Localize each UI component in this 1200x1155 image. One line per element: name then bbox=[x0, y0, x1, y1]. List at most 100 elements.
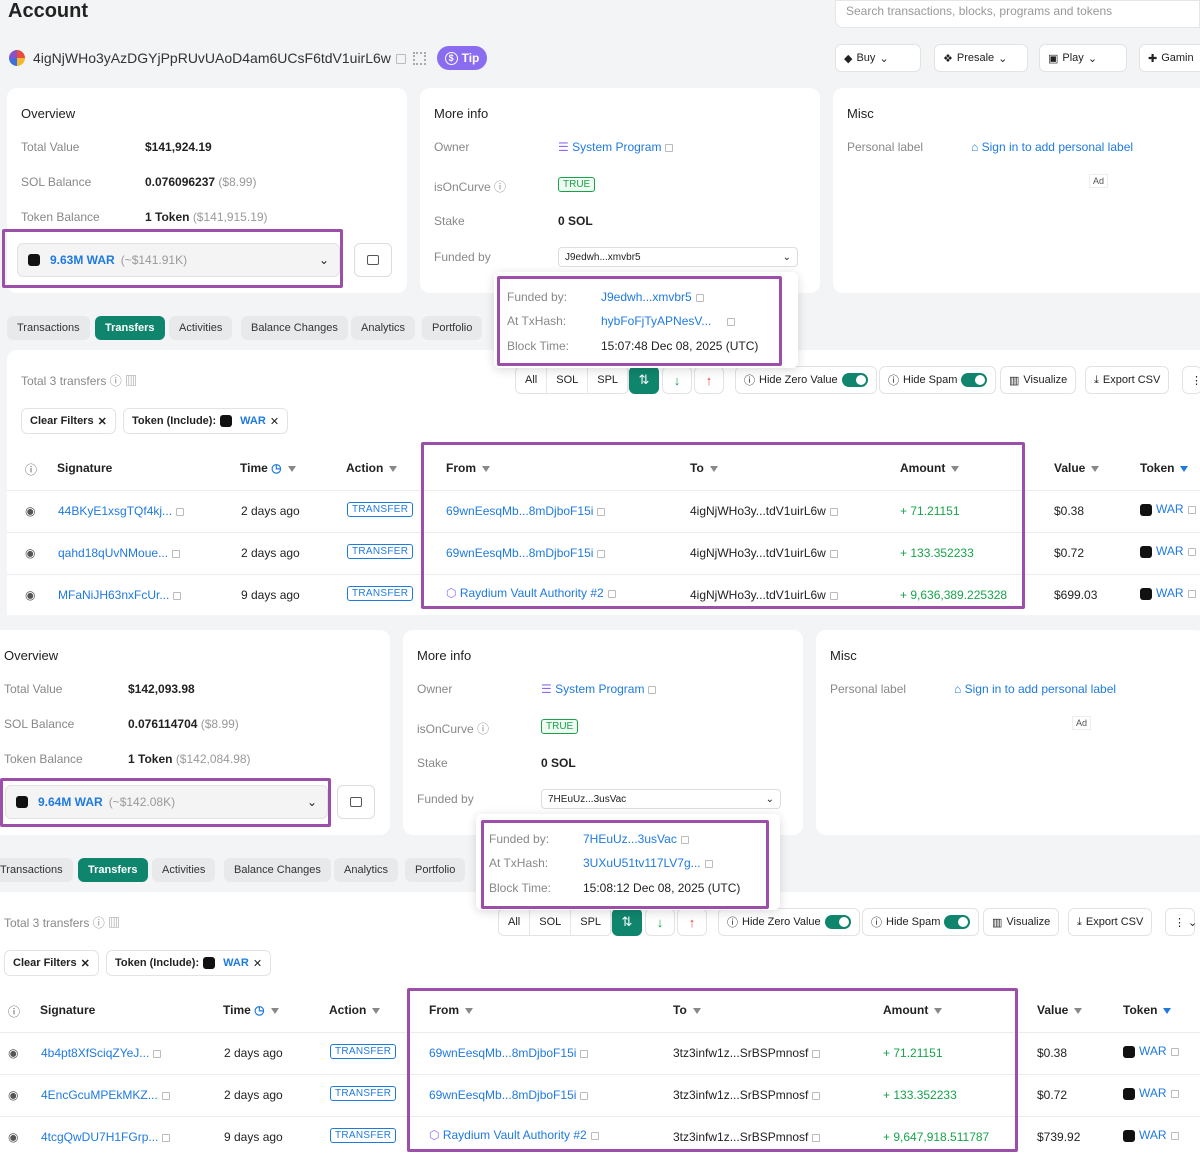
copy-icon[interactable] bbox=[680, 835, 689, 844]
close-icon[interactable]: ✕ bbox=[269, 415, 280, 428]
columns-menu-icon[interactable]: ⋮ ⌄ bbox=[1165, 908, 1197, 936]
gaming-button[interactable]: ✚ Gamin bbox=[1139, 44, 1200, 72]
col-value[interactable]: Value bbox=[1054, 461, 1100, 475]
to-cell[interactable]: 4igNjWHo3y...tdV1uirL6w bbox=[690, 504, 838, 518]
filter-icon[interactable] bbox=[389, 465, 398, 472]
clock-icon[interactable]: ◷ bbox=[271, 461, 282, 475]
filter-icon[interactable] bbox=[934, 1007, 943, 1014]
eye-icon[interactable]: ◉ bbox=[25, 504, 36, 518]
to-cell[interactable]: 3tz3infw1z...SrBSPmnosf bbox=[673, 1046, 821, 1060]
copy-icon[interactable] bbox=[590, 1131, 599, 1140]
copy-icon[interactable] bbox=[597, 507, 606, 516]
signature-link[interactable]: 4EncGcuMPEkMKZ... bbox=[41, 1088, 170, 1102]
to-cell[interactable]: 3tz3infw1z...SrBSPmnosf bbox=[673, 1088, 821, 1102]
filter-all[interactable]: All bbox=[516, 367, 548, 393]
copy-icon[interactable] bbox=[580, 1049, 589, 1058]
both-directions-icon[interactable]: ⇅ bbox=[612, 908, 642, 936]
copy-icon[interactable] bbox=[829, 591, 838, 600]
tab-transfers[interactable]: Transfers bbox=[95, 316, 165, 340]
col-to[interactable]: To bbox=[690, 461, 718, 475]
filter-icon[interactable] bbox=[1074, 1007, 1083, 1014]
copy-icon[interactable] bbox=[172, 549, 181, 558]
toggle-switch[interactable] bbox=[841, 373, 868, 387]
close-icon[interactable]: ✕ bbox=[252, 957, 263, 970]
col-time[interactable]: Time ◷ bbox=[240, 461, 296, 475]
visualize-button[interactable]: ▥ Visualize bbox=[983, 908, 1060, 936]
incoming-arrow-icon[interactable]: ↓ bbox=[662, 366, 692, 394]
signature-link[interactable]: qahd18qUvNMoue... bbox=[58, 546, 181, 560]
tab-transactions[interactable]: Transactions bbox=[0, 858, 73, 882]
filter-icon[interactable] bbox=[709, 465, 718, 472]
filter-icon[interactable] bbox=[692, 1007, 701, 1014]
copy-icon[interactable] bbox=[161, 1091, 170, 1100]
tab-activities[interactable]: Activities bbox=[169, 316, 233, 340]
from-link[interactable]: 69wnEesqMb...8mDjboF15i bbox=[429, 1088, 589, 1102]
col-value[interactable]: Value bbox=[1037, 1003, 1083, 1017]
buy-button[interactable]: ◆ Buy ⌄ bbox=[835, 44, 921, 72]
tip-button[interactable]: $ Tip bbox=[437, 46, 487, 70]
to-cell[interactable]: 3tz3infw1z...SrBSPmnosf bbox=[673, 1130, 821, 1144]
col-token[interactable]: Token bbox=[1123, 1003, 1172, 1017]
copy-icon[interactable] bbox=[607, 589, 616, 598]
from-link[interactable]: 69wnEesqMb...8mDjboF15i bbox=[446, 504, 606, 518]
copy-icon[interactable] bbox=[812, 1091, 821, 1100]
sign-in-link[interactable]: ⌂ Sign in to add personal label bbox=[971, 140, 1133, 154]
tab-portfolio[interactable]: Portfolio bbox=[422, 316, 483, 340]
token-cell[interactable]: WAR bbox=[1123, 1128, 1179, 1142]
filter-icon[interactable] bbox=[482, 465, 490, 472]
copy-icon[interactable] bbox=[176, 507, 185, 516]
toggle-switch[interactable] bbox=[944, 915, 971, 929]
token-filter-chip[interactable]: Token (Include): WAR ✕ bbox=[106, 950, 272, 976]
eye-icon[interactable]: ◉ bbox=[8, 1046, 19, 1060]
toggle-switch[interactable] bbox=[824, 915, 851, 929]
copy-icon[interactable] bbox=[597, 549, 606, 558]
from-link[interactable]: 69wnEesqMb...8mDjboF15i bbox=[429, 1046, 589, 1060]
tab-portfolio[interactable]: Portfolio bbox=[405, 858, 466, 882]
filter-spl[interactable]: SPL bbox=[571, 909, 612, 935]
copy-icon[interactable] bbox=[1187, 547, 1196, 556]
tab-transfers[interactable]: Transfers bbox=[78, 858, 148, 882]
clear-filters-chip[interactable]: Clear Filters ✕ bbox=[4, 950, 99, 976]
col-amount[interactable]: Amount bbox=[900, 461, 960, 475]
tab-analytics[interactable]: Analytics bbox=[351, 316, 416, 340]
token-select[interactable]: 9.63M WAR (~$141.91K) ⌄ bbox=[17, 243, 340, 277]
outgoing-arrow-icon[interactable]: ↑ bbox=[677, 908, 707, 936]
copy-icon[interactable] bbox=[1170, 1089, 1179, 1098]
toggle-switch[interactable] bbox=[961, 373, 988, 387]
copy-icon[interactable] bbox=[1170, 1047, 1179, 1056]
token-cell[interactable]: WAR bbox=[1140, 502, 1196, 516]
filter-spl[interactable]: SPL bbox=[588, 367, 629, 393]
hide-spam-toggle[interactable]: ⓘ Hide Spam bbox=[862, 908, 980, 936]
copy-icon[interactable] bbox=[829, 549, 838, 558]
col-from[interactable]: From bbox=[429, 1003, 473, 1017]
popup-funded-link[interactable]: 7HEuUz...3usVac bbox=[583, 832, 689, 846]
type-filter[interactable]: All SOL SPL bbox=[515, 366, 630, 394]
filter-icon[interactable] bbox=[270, 1007, 279, 1014]
wallet-icon[interactable] bbox=[337, 785, 375, 819]
token-filter-chip[interactable]: Token (Include): WAR ✕ bbox=[123, 408, 289, 434]
copy-icon[interactable] bbox=[1170, 1131, 1179, 1140]
filter-sol[interactable]: SOL bbox=[547, 367, 589, 393]
col-amount[interactable]: Amount bbox=[883, 1003, 943, 1017]
from-link[interactable]: ⬡ Raydium Vault Authority #2 bbox=[429, 1128, 599, 1142]
filter-icon[interactable] bbox=[465, 1007, 473, 1014]
clear-filters-chip[interactable]: Clear Filters ✕ bbox=[21, 408, 116, 434]
copy-icon[interactable] bbox=[812, 1049, 821, 1058]
to-cell[interactable]: 4igNjWHo3y...tdV1uirL6w bbox=[690, 546, 838, 560]
filter-icon[interactable] bbox=[1180, 465, 1189, 472]
col-action[interactable]: Action bbox=[346, 461, 398, 475]
token-cell[interactable]: WAR bbox=[1123, 1086, 1179, 1100]
copy-icon[interactable] bbox=[580, 1091, 589, 1100]
tab-activities[interactable]: Activities bbox=[152, 858, 216, 882]
hide-spam-toggle[interactable]: ⓘ Hide Spam bbox=[879, 366, 997, 394]
copy-icon[interactable] bbox=[704, 859, 713, 868]
filter-icon[interactable] bbox=[287, 465, 296, 472]
eye-icon[interactable]: ◉ bbox=[8, 1088, 19, 1102]
copy-icon[interactable] bbox=[726, 317, 735, 326]
type-filter[interactable]: All SOL SPL bbox=[498, 908, 613, 936]
close-icon[interactable]: ✕ bbox=[80, 957, 90, 970]
qr-code-icon[interactable] bbox=[413, 52, 426, 65]
copy-icon[interactable] bbox=[396, 54, 406, 64]
owner-link[interactable]: ☰ System Program bbox=[541, 682, 657, 696]
token-select[interactable]: 9.64M WAR (~$142.08K) ⌄ bbox=[5, 785, 328, 819]
